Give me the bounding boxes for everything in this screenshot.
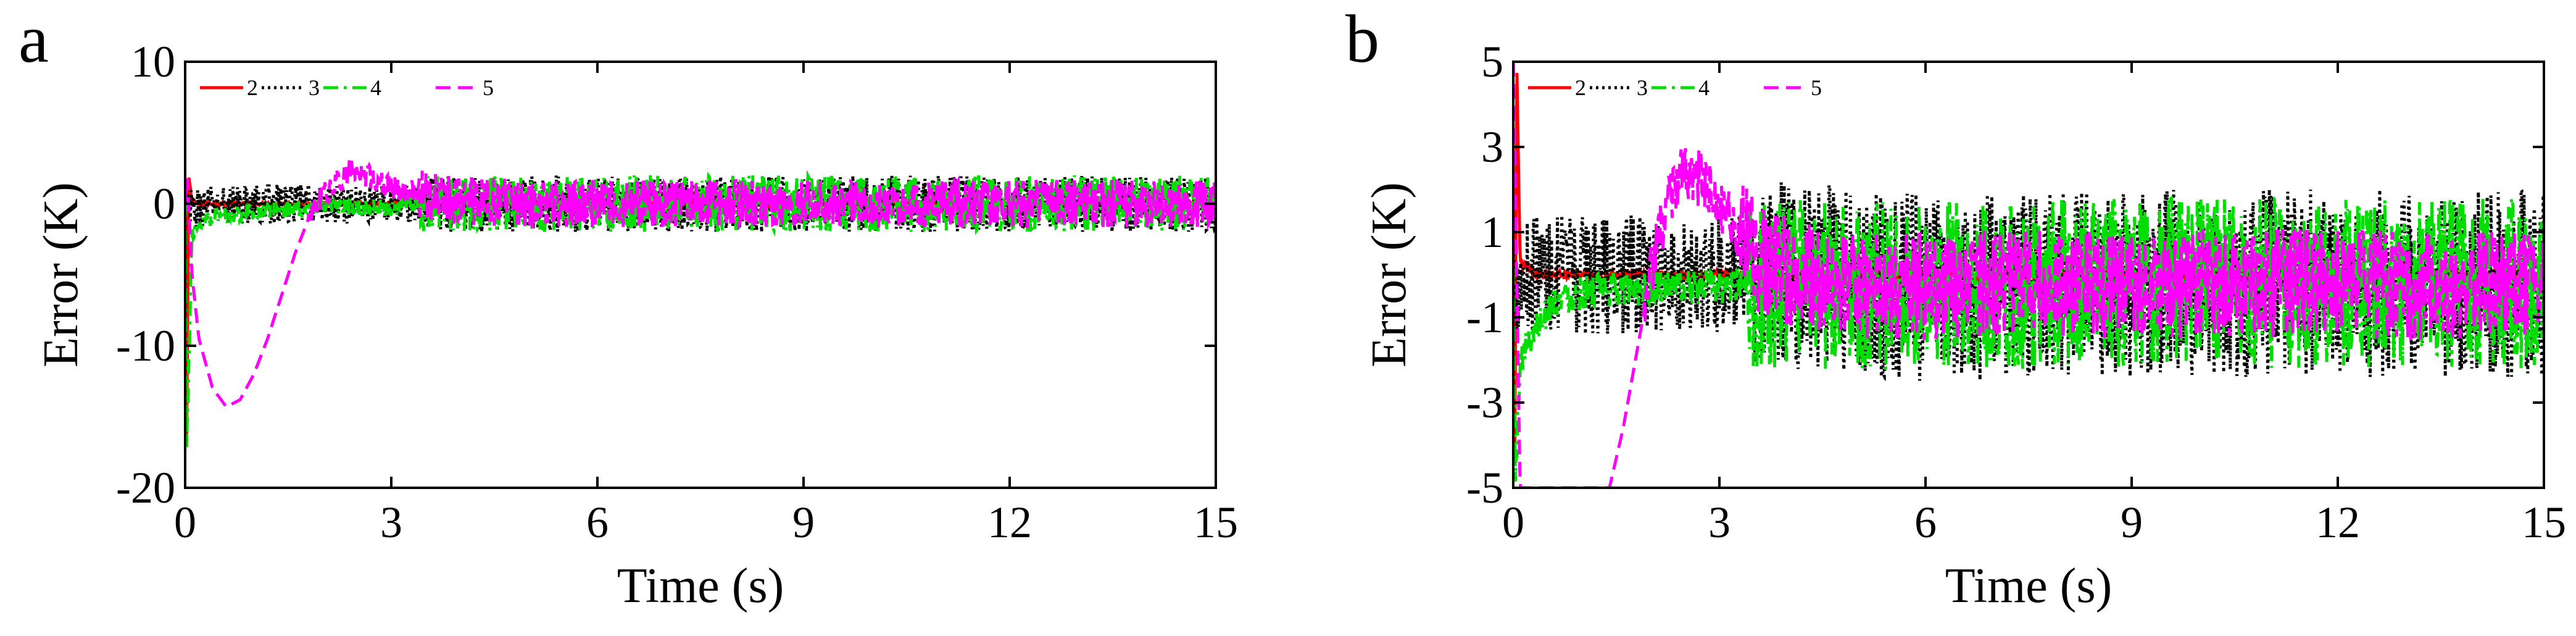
y-tick-label: -10 [116,321,175,370]
series-line-5 [185,160,1216,409]
y-tick-label: -5 [1466,463,1503,513]
y-tick-label: 1 [1481,207,1503,257]
panel-label: a [19,1,49,77]
y-tick-label: -1 [1466,293,1503,342]
plot-area [185,160,1216,448]
x-tick-label: 0 [174,498,196,547]
legend-label: 5 [483,75,494,100]
series-line-4 [185,169,1216,448]
legend-label: 3 [1637,75,1648,100]
legend-label: 4 [370,75,381,100]
y-tick-label: 0 [153,179,175,228]
x-axis-label: Time (s) [617,559,784,613]
legend-label: 3 [309,75,320,100]
y-tick-label: -3 [1466,378,1503,427]
x-tick-label: 12 [2316,498,2360,547]
x-tick-label: 9 [792,498,815,547]
panel-b: b 0 3 6 9 12 15 -5 -3 -1 1 3 5 Time (s) Error (K) 2 3 4 5 [1345,1,2566,613]
legend-label: 2 [1575,75,1586,100]
legend: 2 3 4 5 [1528,75,1822,100]
x-tick-label: 6 [1914,498,1937,547]
x-tick-label: 0 [1502,498,1524,547]
axes-frame [1512,61,2545,489]
series-line-5 [1513,62,2544,488]
y-tick-label: 3 [1481,122,1503,172]
x-tick-label: 3 [1708,498,1730,547]
x-axis-label: Time (s) [1945,559,2112,613]
legend-label: 5 [1811,75,1822,100]
x-tick-label: 9 [2121,498,2143,547]
x-tick-label: 15 [2522,498,2566,547]
y-tick-label: 10 [131,37,175,86]
axes-frame [184,61,1217,489]
y-axis-label: Error (K) [34,182,88,367]
plot-area [1513,62,2544,488]
legend: 2 3 4 5 [200,75,494,100]
x-tick-label: 3 [380,498,402,547]
x-tick-label: 15 [1194,498,1238,547]
legend-label: 4 [1698,75,1710,100]
y-axis-label: Error (K) [1362,182,1416,367]
panel-a: a 0 3 6 9 12 15 -20 -10 0 10 Time (s) Error (K) 2 3 4 5 [19,1,1238,613]
x-tick-label: 6 [586,498,609,547]
y-tick-label: -20 [116,463,175,513]
legend-label: 2 [247,75,258,100]
panel-label: b [1345,1,1379,77]
x-tick-label: 12 [987,498,1032,547]
y-tick-label: 5 [1481,37,1503,86]
